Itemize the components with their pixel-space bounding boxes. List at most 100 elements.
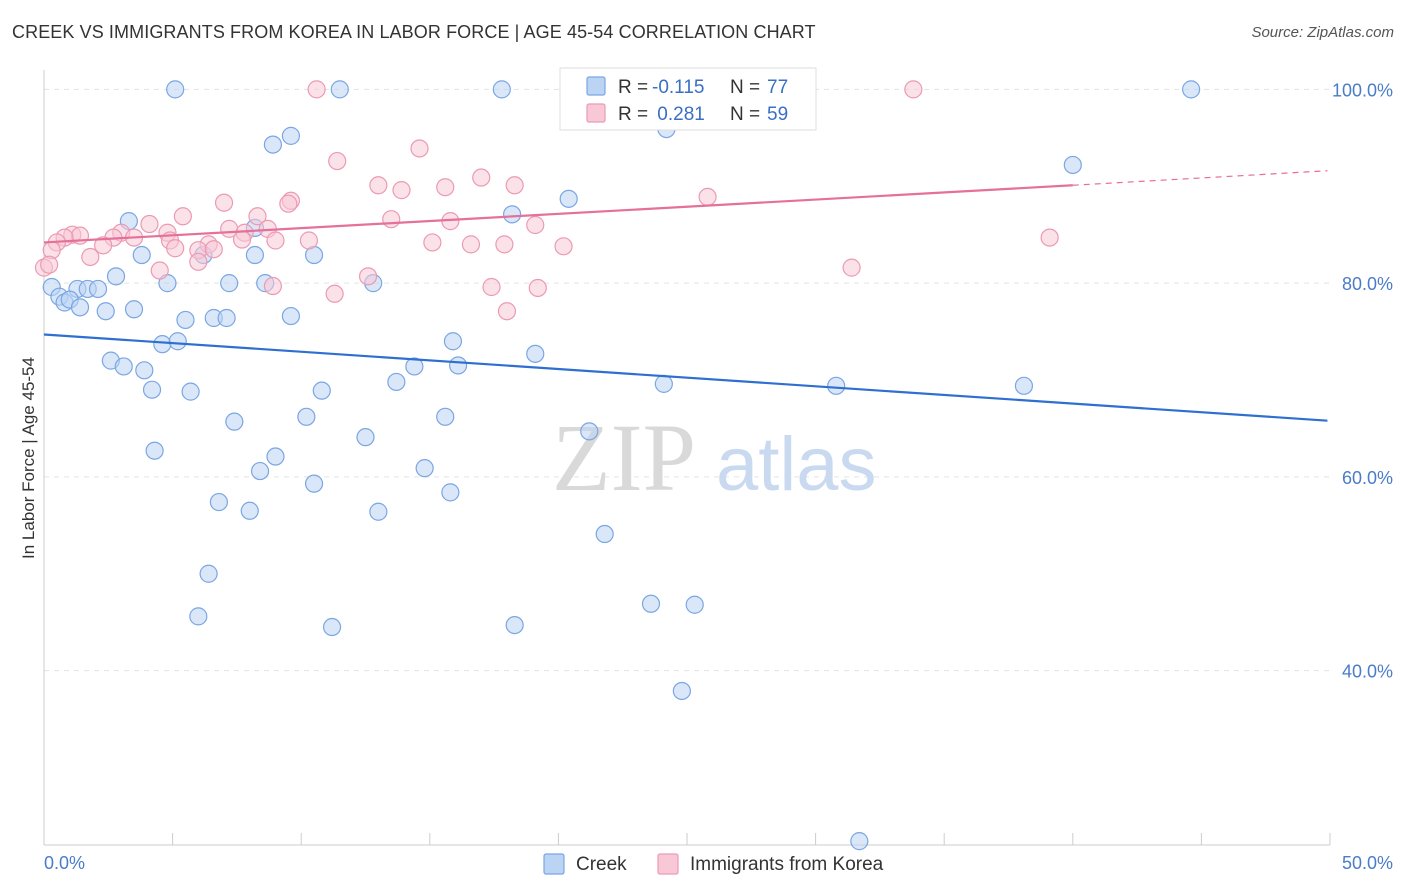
creek-point [153,335,172,354]
creek-point [176,310,195,330]
korea-point [495,235,514,254]
creek-point [685,595,704,614]
watermark-zip: ZIP [552,404,696,511]
creek-point [124,300,144,319]
korea-point [204,240,223,259]
korea-point [472,168,491,187]
creek-point [220,274,239,293]
korea-point [482,277,501,297]
korea-point [358,267,378,286]
korea-point [325,284,344,303]
creek-point [672,681,691,701]
korea-points [34,80,1059,321]
creek-point [1182,80,1201,99]
creek-point [369,502,388,521]
creek-point [405,357,424,376]
creek-point [503,205,522,224]
legend-n-label-korea: N = [730,104,760,125]
korea-point [279,194,298,213]
korea-trend-line-extension [1072,170,1328,186]
korea-point [423,233,442,252]
legend-r-value-creek: -0.115 [652,77,704,98]
korea-point [40,255,59,274]
creek-point [436,407,455,426]
creek-point [297,407,316,426]
trend-lines [43,170,1328,422]
korea-point [698,187,717,207]
creek-point [189,607,208,626]
creek-point [142,380,162,399]
creek-point [654,374,673,393]
creek-point [135,361,154,380]
creek-point [250,461,270,481]
x-tick-label-max: 50.0% [1342,853,1393,873]
creek-point [356,428,375,447]
creek-point [145,441,164,460]
y-tick-label: 60.0% [1342,468,1393,488]
korea-point [248,207,267,226]
creek-point [181,382,200,401]
korea-point [166,239,185,258]
chart-title: CREEK VS IMMIGRANTS FROM KOREA IN LABOR … [12,22,816,42]
creek-point [312,381,331,400]
y-axis-title: In Labor Force | Age 45-54 [19,357,38,559]
watermark: ZIP atlas [552,404,877,511]
korea-point [461,235,481,254]
y-tick-label: 80.0% [1342,274,1393,294]
korea-point [1040,228,1059,247]
creek-point [526,344,545,363]
y-tick-label: 40.0% [1342,662,1393,682]
korea-point [299,231,319,250]
creek-point [245,245,265,265]
korea-point [528,278,547,298]
watermark-atlas: atlas [716,422,877,507]
korea-point [189,252,208,271]
korea-point [214,193,234,212]
korea-point [173,207,192,226]
korea-point [150,261,169,280]
bottom-legend-label-korea: Immigrants from Korea [690,854,884,875]
creek-point [263,135,283,154]
bottom-legend-swatch-korea [657,853,679,875]
creek-point [225,412,244,431]
x-tick-labels: 0.0% 50.0% [44,853,1393,873]
creek-point [443,332,463,351]
korea-point [369,176,388,195]
bottom-legend: Creek Immigrants from Korea [543,853,884,875]
y-tick-labels: 40.0% 60.0% 80.0% 100.0% [1332,80,1393,681]
creek-point [168,332,187,351]
legend-r-label-creek: R = [618,77,648,98]
creek-point [559,189,578,208]
creek-point [330,80,349,99]
bottom-legend-label-creek: Creek [576,854,627,875]
creek-point [106,267,126,286]
legend-n-label-creek: N = [730,77,760,98]
creek-point [281,306,301,326]
legend-swatch-creek [586,76,606,96]
legend-n-value-creek: 77 [767,77,788,98]
creek-points [42,80,1201,851]
source-label: Source: ZipAtlas.com [1251,24,1394,41]
creek-point [199,564,218,583]
korea-point [392,181,411,200]
creek-point [266,447,285,466]
creek-point [281,126,301,145]
korea-point [266,231,285,250]
x-ticks [43,833,1331,845]
creek-point [641,594,661,613]
creek-point [166,80,185,99]
korea-point [904,80,923,99]
korea-point [436,178,455,197]
creek-point [304,474,324,493]
gridlines [44,88,1330,672]
creek-point [441,483,460,502]
creek-point [240,501,259,520]
creek-point [415,459,434,478]
korea-point [307,80,326,99]
creek-point [505,615,524,635]
creek-point [132,245,151,265]
korea-point [382,210,401,229]
korea-point [232,230,252,249]
legend-r-label-korea: R = [618,104,648,125]
korea-point [140,214,159,234]
